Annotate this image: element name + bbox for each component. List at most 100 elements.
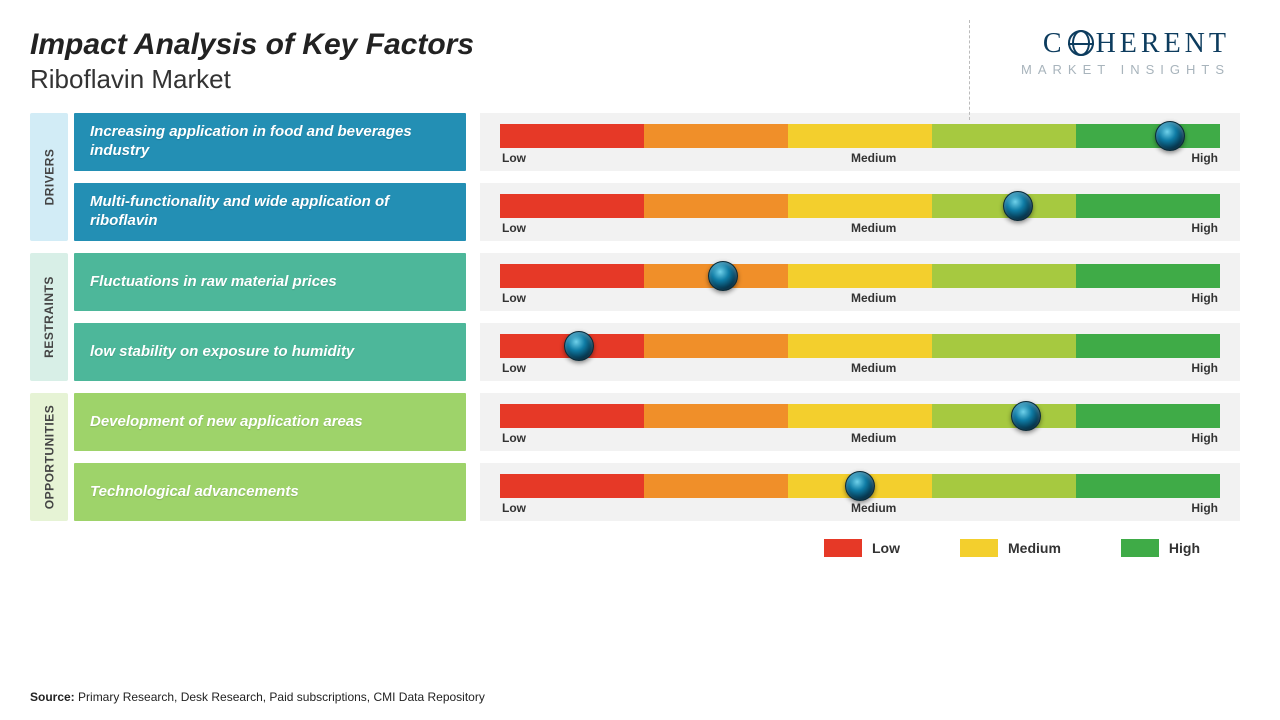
- gauge-segment: [932, 124, 1076, 148]
- scale-label: High: [1191, 221, 1218, 235]
- legend-item: Medium: [960, 539, 1061, 557]
- scale-label: High: [1191, 291, 1218, 305]
- factor-row: Development of new application areas Low M…: [74, 393, 1240, 451]
- gauge-marker: [708, 261, 738, 291]
- scale-label: Medium: [851, 291, 896, 305]
- scale-label: High: [1191, 501, 1218, 515]
- factor-label: low stability on exposure to humidity: [74, 323, 466, 381]
- category-items: Increasing application in food and bever…: [74, 113, 1240, 241]
- scale-label: High: [1191, 151, 1218, 165]
- gauge-segment: [500, 194, 644, 218]
- scale-label: High: [1191, 361, 1218, 375]
- category-tab-opportunities: OPPORTUNITIES: [30, 393, 68, 521]
- gauge-marker: [1155, 121, 1185, 151]
- gauge-segment: [644, 194, 788, 218]
- gauge-scale: Low Medium High: [500, 501, 1220, 515]
- factor-label: Development of new application areas: [74, 393, 466, 451]
- impact-gauge: [500, 334, 1220, 358]
- gauge-scale: Low Medium High: [500, 431, 1220, 445]
- legend-swatch: [960, 539, 998, 557]
- factor-row: low stability on exposure to humidity Low…: [74, 323, 1240, 381]
- category-tab-restraints: RESTRAINTS: [30, 253, 68, 381]
- gauge-segment: [932, 404, 1076, 428]
- gauge-segment: [644, 404, 788, 428]
- scale-label: Medium: [851, 221, 896, 235]
- gauge-segment: [788, 194, 932, 218]
- gauge-segment: [500, 124, 644, 148]
- gauge-scale: Low Medium High: [500, 151, 1220, 165]
- logo-sub-text: MARKET INSIGHTS: [1021, 62, 1230, 77]
- gauge-segment: [500, 404, 644, 428]
- gauge-container: Low Medium High: [480, 393, 1240, 451]
- gauge-segment: [500, 474, 644, 498]
- category-label: DRIVERS: [42, 149, 56, 206]
- legend-label: High: [1169, 540, 1200, 556]
- gauge-marker: [1011, 401, 1041, 431]
- source-citation: Source: Primary Research, Desk Research,…: [30, 690, 485, 704]
- scale-label: Low: [502, 151, 526, 165]
- gauge-segment: [932, 474, 1076, 498]
- gauge-marker: [564, 331, 594, 361]
- gauge-segment: [644, 124, 788, 148]
- gauge-segment: [932, 264, 1076, 288]
- legend-label: Low: [872, 540, 900, 556]
- gauge-container: Low Medium High: [480, 113, 1240, 171]
- scale-label: Medium: [851, 361, 896, 375]
- scale-label: Medium: [851, 501, 896, 515]
- scale-label: Low: [502, 291, 526, 305]
- gauge-segment: [788, 124, 932, 148]
- gauge-segment: [788, 334, 932, 358]
- category-label: OPPORTUNITIES: [42, 405, 56, 510]
- scale-label: Low: [502, 221, 526, 235]
- gauge-segment: [1076, 264, 1220, 288]
- gauge-segment: [932, 334, 1076, 358]
- page-subtitle: Riboflavin Market: [30, 64, 474, 95]
- factor-row: Technological advancements Low Medium High: [74, 463, 1240, 521]
- category-group-opportunities: OPPORTUNITIES Development of new applicat…: [30, 393, 1240, 521]
- gauge-segment: [644, 474, 788, 498]
- scale-label: Low: [502, 431, 526, 445]
- category-group-drivers: DRIVERS Increasing application in food an…: [30, 113, 1240, 241]
- globe-icon: [1068, 30, 1094, 56]
- legend-item: High: [1121, 539, 1200, 557]
- category-label: RESTRAINTS: [42, 276, 56, 358]
- gauge-scale: Low Medium High: [500, 361, 1220, 375]
- gauge-segment: [1076, 474, 1220, 498]
- gauge-segment: [1076, 334, 1220, 358]
- legend-label: Medium: [1008, 540, 1061, 556]
- factor-row: Fluctuations in raw material prices Low Me…: [74, 253, 1240, 311]
- gauge-container: Low Medium High: [480, 183, 1240, 241]
- category-group-restraints: RESTRAINTS Fluctuations in raw material p…: [30, 253, 1240, 381]
- page-title: Impact Analysis of Key Factors: [30, 28, 474, 62]
- impact-gauge: [500, 124, 1220, 148]
- category-tab-drivers: DRIVERS: [30, 113, 68, 241]
- gauge-scale: Low Medium High: [500, 221, 1220, 235]
- gauge-segment: [788, 404, 932, 428]
- factor-label: Multi-functionality and wide application…: [74, 183, 466, 241]
- category-items: Fluctuations in raw material prices Low Me…: [74, 253, 1240, 381]
- factor-label: Technological advancements: [74, 463, 466, 521]
- scale-label: Medium: [851, 431, 896, 445]
- legend-swatch: [824, 539, 862, 557]
- header: Impact Analysis of Key Factors Riboflavi…: [30, 28, 1240, 95]
- scale-label: Medium: [851, 151, 896, 165]
- scale-label: Low: [502, 501, 526, 515]
- impact-gauge: [500, 194, 1220, 218]
- gauge-segment: [644, 334, 788, 358]
- factors-list: DRIVERS Increasing application in food an…: [30, 113, 1240, 521]
- legend-swatch: [1121, 539, 1159, 557]
- gauge-container: Low Medium High: [480, 253, 1240, 311]
- gauge-segment: [500, 264, 644, 288]
- factor-row: Increasing application in food and bever…: [74, 113, 1240, 171]
- logo-main-text: CHERENT: [1021, 28, 1230, 60]
- vertical-divider: [969, 20, 970, 120]
- gauge-marker: [1003, 191, 1033, 221]
- impact-gauge: [500, 474, 1220, 498]
- legend-item: Low: [824, 539, 900, 557]
- factor-label: Fluctuations in raw material prices: [74, 253, 466, 311]
- gauge-scale: Low Medium High: [500, 291, 1220, 305]
- scale-label: Low: [502, 361, 526, 375]
- gauge-segment: [1076, 194, 1220, 218]
- scale-label: High: [1191, 431, 1218, 445]
- category-items: Development of new application areas Low M…: [74, 393, 1240, 521]
